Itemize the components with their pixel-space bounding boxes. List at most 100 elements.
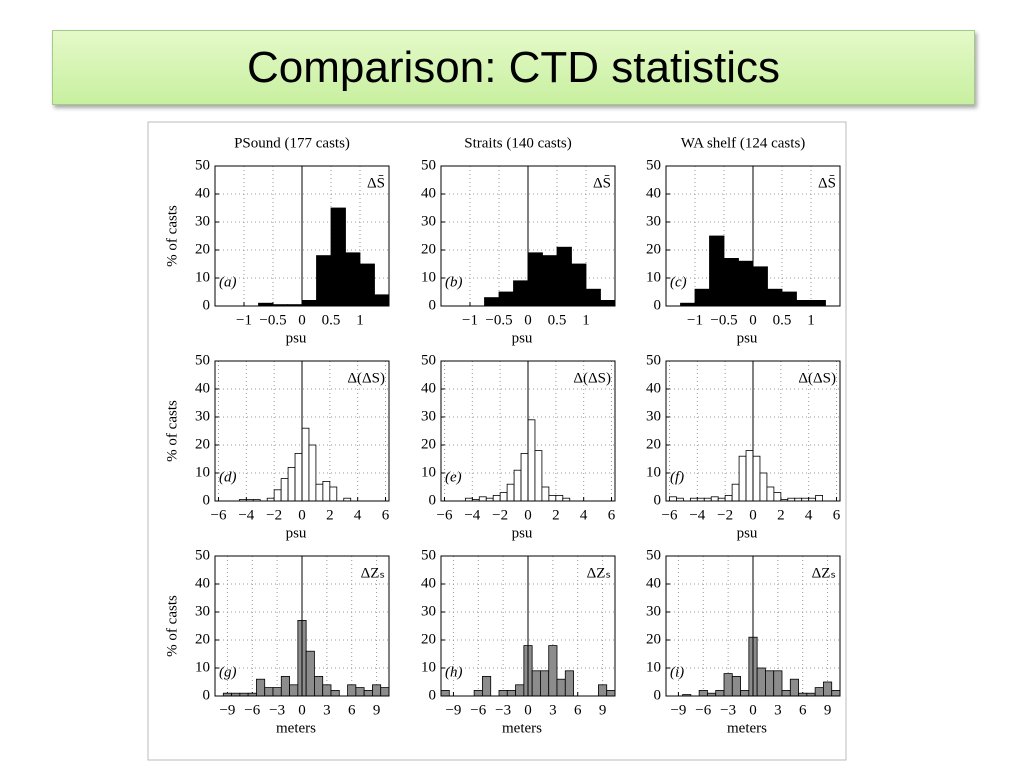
figure-frame [147, 121, 847, 761]
bar [273, 489, 282, 502]
bar [796, 299, 812, 307]
bar [709, 235, 725, 307]
x-tick-label: −6 [210, 507, 226, 523]
x-tick-label: 6 [382, 507, 390, 523]
x-tick-label: −6 [436, 507, 452, 523]
y-tick-label: 50 [195, 352, 210, 368]
bar [698, 690, 708, 697]
slide-title: Comparison: CTD statistics [52, 30, 975, 105]
panel-label: (i) [670, 664, 684, 680]
bar [781, 690, 791, 697]
bar [314, 676, 324, 697]
panel-symbol: Δ(ΔS) [347, 370, 385, 386]
y-tick-label: 10 [195, 269, 210, 285]
x-tick-label: −6 [470, 702, 486, 718]
y-tick-label: 20 [421, 241, 436, 257]
x-tick-label: 3 [774, 702, 782, 718]
x-tick-label: −3 [269, 702, 285, 718]
x-tick-label: 4 [805, 507, 813, 523]
bar [473, 690, 483, 697]
bar [814, 687, 824, 697]
bar [498, 291, 514, 307]
bar [766, 486, 775, 502]
x-tick-label: 0 [749, 702, 757, 718]
bar [287, 466, 296, 502]
x-tick-label: 0 [298, 312, 306, 328]
bar [542, 255, 558, 307]
bar [330, 207, 346, 307]
y-tick-label: 40 [195, 185, 210, 201]
x-axis-label: psu [737, 525, 758, 541]
x-tick-label: 0 [298, 702, 306, 718]
bar [305, 650, 315, 697]
bar [767, 288, 783, 307]
plot-frame [665, 360, 841, 502]
bar [810, 299, 826, 307]
bar [831, 690, 841, 697]
y-tick-label: 30 [421, 603, 436, 619]
y-tick-label: 30 [421, 213, 436, 229]
panel-label: (h) [445, 664, 463, 680]
y-tick-label: 0 [203, 297, 211, 313]
bar [731, 483, 740, 502]
bar [715, 690, 725, 697]
x-axis-label: psu [737, 330, 758, 346]
bar [513, 469, 522, 502]
y-tick-label: 30 [195, 603, 210, 619]
x-tick-label: 1 [582, 312, 590, 328]
bar [781, 291, 797, 307]
panel-symbol: ΔS̄ [367, 175, 385, 191]
y-tick-label: 30 [195, 213, 210, 229]
x-tick-label: −3 [720, 702, 736, 718]
bar [506, 690, 516, 697]
bar [372, 684, 382, 697]
y-tick-label: 40 [195, 380, 210, 396]
x-tick-label: 9 [373, 702, 381, 718]
x-tick-label: 0 [524, 507, 532, 523]
panel-label: (d) [219, 469, 237, 485]
x-tick-label: 0 [298, 507, 306, 523]
x-axis-label: meters [727, 720, 767, 736]
y-tick-label: 10 [421, 464, 436, 480]
panel-symbol: ΔS̄ [593, 175, 611, 191]
x-tick-label: −0.5 [710, 312, 737, 328]
y-tick-label: 30 [646, 408, 661, 424]
bar [506, 483, 515, 502]
y-tick-label: 30 [195, 408, 210, 424]
y-tick-label: 0 [429, 297, 437, 313]
bar [315, 483, 324, 502]
x-tick-label: 0.5 [548, 312, 567, 328]
bar [301, 427, 310, 502]
x-tick-label: −2 [492, 507, 508, 523]
bar [482, 676, 492, 697]
bar [789, 678, 799, 697]
panel-label: (e) [445, 469, 462, 485]
panel-title: Straits (140 casts) [464, 135, 571, 151]
bar [759, 472, 768, 502]
y-axis-label: % of casts [164, 400, 180, 462]
y-tick-label: 30 [646, 213, 661, 229]
bar [322, 480, 331, 502]
bar [289, 684, 299, 697]
y-tick-label: 10 [646, 659, 661, 675]
bar [571, 263, 587, 307]
x-tick-label: −6 [244, 702, 260, 718]
bar [316, 255, 332, 307]
bar [694, 288, 710, 307]
bar [740, 690, 750, 697]
bar [598, 684, 608, 697]
y-tick-label: 10 [195, 659, 210, 675]
bar [556, 678, 566, 697]
bar [723, 257, 739, 307]
bar [710, 496, 719, 502]
x-tick-label: −0.5 [259, 312, 286, 328]
x-tick-label: 9 [824, 702, 832, 718]
bar [478, 496, 487, 502]
bar [280, 676, 290, 697]
y-tick-label: 0 [654, 687, 662, 703]
x-tick-label: −1 [236, 312, 252, 328]
bar [555, 494, 564, 502]
x-tick-label: 1 [356, 312, 364, 328]
y-tick-label: 50 [421, 547, 436, 563]
panel-label: (c) [670, 274, 687, 290]
